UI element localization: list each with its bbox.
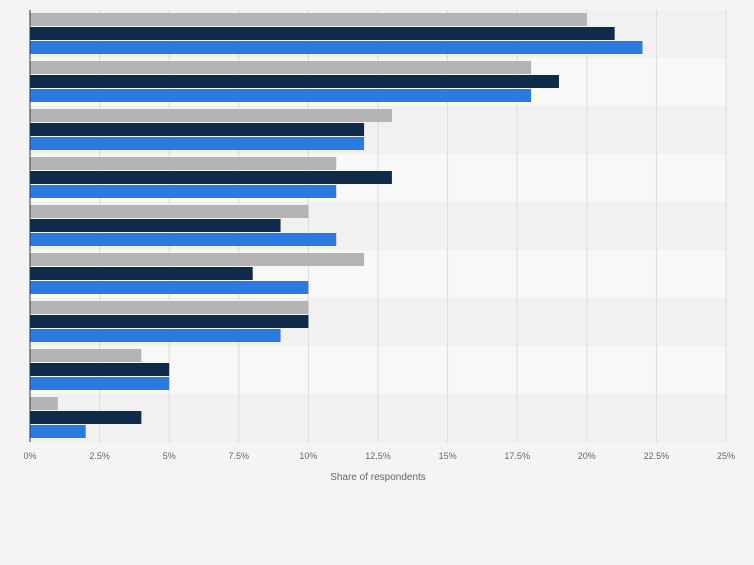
x-tick-label: 12.5% [365, 451, 391, 461]
x-tick-label: 20% [578, 451, 596, 461]
bar [30, 329, 281, 342]
x-tick-label: 17.5% [504, 451, 530, 461]
bar [30, 27, 615, 40]
x-axis-label: Share of respondents [330, 472, 426, 483]
x-tick-label: 0% [23, 451, 36, 461]
bar [30, 89, 532, 102]
bar [30, 13, 587, 26]
x-tick-label: 22.5% [644, 451, 670, 461]
bar [30, 315, 309, 328]
bar [30, 281, 309, 294]
bar [30, 411, 142, 424]
bar [30, 205, 309, 218]
x-tick-label: 25% [717, 451, 735, 461]
bar [30, 61, 532, 74]
bar [30, 363, 170, 376]
bar [30, 349, 142, 362]
bar [30, 123, 365, 136]
bar [30, 75, 559, 88]
bar [30, 253, 365, 266]
bar [30, 301, 309, 314]
x-tick-label: 7.5% [229, 451, 250, 461]
bar [30, 425, 86, 438]
bar [30, 171, 392, 184]
bar [30, 109, 392, 122]
x-tick-label: 15% [439, 451, 457, 461]
x-tick-labels: 0% 2.5% 5% 7.5% 10% 12.5% 15% 17.5% 20% 22.5% 25% [23, 451, 735, 461]
bars [30, 13, 643, 438]
x-tick-label: 10% [299, 451, 317, 461]
x-tick-label: 5% [163, 451, 176, 461]
bar [30, 397, 58, 410]
bar [30, 233, 337, 246]
bar [30, 267, 253, 280]
bar [30, 41, 643, 54]
bar [30, 157, 337, 170]
bar [30, 137, 365, 150]
bar [30, 377, 170, 390]
bar [30, 185, 337, 198]
x-tick-label: 2.5% [89, 451, 110, 461]
bar [30, 219, 281, 232]
